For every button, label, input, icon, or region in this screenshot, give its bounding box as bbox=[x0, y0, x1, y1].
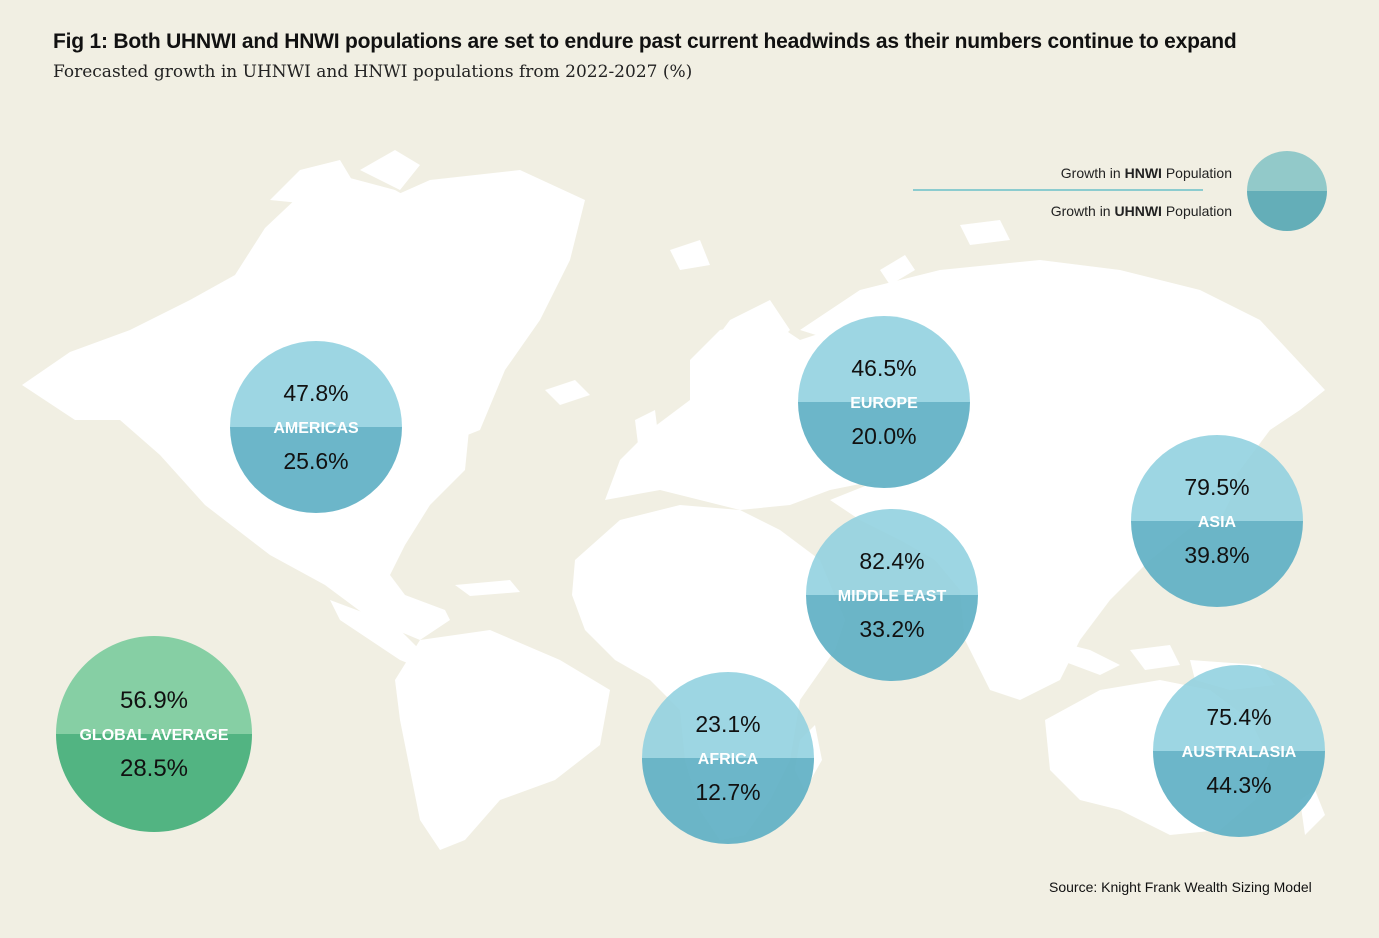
bubble-americas: 47.8% AMERICAS 25.6% bbox=[230, 341, 402, 513]
region-label-australasia: AUSTRALASIA bbox=[1182, 744, 1297, 761]
legend-hnwi-prefix: Growth in bbox=[1060, 165, 1125, 181]
bubble-europe: 46.5% EUROPE 20.0% bbox=[798, 316, 970, 488]
hnwi-half-global-average bbox=[56, 636, 252, 734]
legend-uhnwi-suffix: Population bbox=[1161, 203, 1232, 219]
legend-uhnwi-label: Growth in UHNWI Population bbox=[1051, 203, 1232, 219]
uhnwi-value-americas: 25.6% bbox=[283, 448, 348, 474]
severnaya-islands bbox=[960, 220, 1010, 245]
scandinavia bbox=[690, 300, 790, 410]
region-label-middle-east: MIDDLE EAST bbox=[838, 588, 947, 605]
bubble-global-average: 56.9% GLOBAL AVERAGE 28.5% bbox=[56, 636, 252, 832]
chart-title: Fig 1: Both UHNWI and HNWI populations a… bbox=[53, 30, 1237, 53]
greenland-landmass bbox=[385, 170, 585, 440]
chart-subtitle: Forecasted growth in UHNWI and HNWI popu… bbox=[53, 62, 693, 82]
bubble-australasia: 75.4% AUSTRALASIA 44.3% bbox=[1153, 665, 1325, 837]
region-label-asia: ASIA bbox=[1198, 514, 1237, 531]
hnwi-value-asia: 79.5% bbox=[1184, 474, 1249, 500]
uhnwi-value-asia: 39.8% bbox=[1184, 542, 1249, 568]
hnwi-value-global-average: 56.9% bbox=[120, 687, 188, 714]
bubble-asia: 79.5% ASIA 39.8% bbox=[1131, 435, 1303, 607]
hnwi-value-middle-east: 82.4% bbox=[859, 548, 924, 574]
south-america-landmass bbox=[395, 630, 610, 850]
hnwi-value-europe: 46.5% bbox=[851, 355, 916, 381]
region-label-global-average: GLOBAL AVERAGE bbox=[79, 727, 228, 744]
uhnwi-half-global-average bbox=[56, 734, 252, 832]
legend-uhnwi-prefix: Growth in bbox=[1050, 203, 1115, 219]
legend-uhnwi-swatch bbox=[1247, 191, 1327, 231]
hnwi-value-africa: 23.1% bbox=[695, 711, 760, 737]
bubble-middle-east: 82.4% MIDDLE EAST 33.2% bbox=[806, 509, 978, 681]
region-label-africa: AFRICA bbox=[698, 751, 759, 768]
source-note: Source: Knight Frank Wealth Sizing Model bbox=[1049, 879, 1312, 895]
legend-hnwi-swatch bbox=[1247, 151, 1327, 191]
uhnwi-value-global-average: 28.5% bbox=[120, 755, 188, 782]
region-label-europe: EUROPE bbox=[850, 395, 918, 412]
bubble-africa: 23.1% AFRICA 12.7% bbox=[642, 672, 814, 844]
iceland bbox=[545, 380, 590, 405]
central-america-landmass bbox=[330, 580, 520, 672]
region-label-americas: AMERICAS bbox=[273, 420, 359, 437]
legend-divider bbox=[913, 189, 1203, 191]
uhnwi-value-europe: 20.0% bbox=[851, 423, 916, 449]
novaya-zemlya bbox=[880, 255, 915, 285]
legend-uhnwi-bold: UHNWI bbox=[1114, 203, 1162, 219]
svalbard bbox=[670, 240, 710, 270]
uk bbox=[635, 410, 660, 460]
arctic-islands bbox=[270, 150, 420, 240]
legend-hnwi-label: Growth in HNWI Population bbox=[1061, 165, 1232, 181]
uhnwi-value-australasia: 44.3% bbox=[1206, 772, 1271, 798]
uhnwi-value-africa: 12.7% bbox=[695, 779, 760, 805]
hnwi-value-americas: 47.8% bbox=[283, 380, 348, 406]
uhnwi-value-middle-east: 33.2% bbox=[859, 616, 924, 642]
legend-hnwi-suffix: Population bbox=[1161, 165, 1232, 181]
legend-bubble bbox=[1247, 151, 1327, 231]
hnwi-value-australasia: 75.4% bbox=[1206, 704, 1271, 730]
legend-hnwi-bold: HNWI bbox=[1124, 165, 1162, 181]
